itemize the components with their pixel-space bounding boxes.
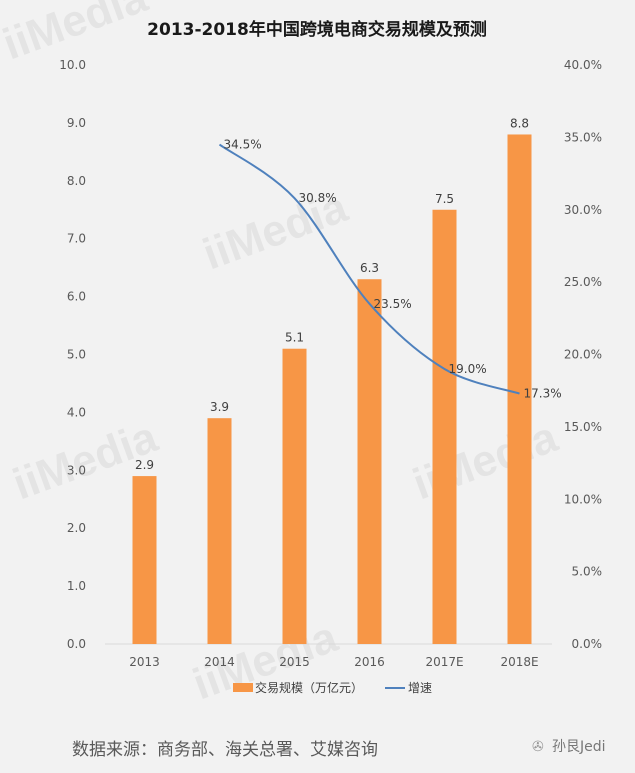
line-label: 30.8% — [299, 191, 337, 205]
y-right-tick: 0.0% — [572, 637, 603, 651]
line-label: 19.0% — [449, 362, 487, 376]
y-left-tick: 1.0 — [67, 579, 86, 593]
y-left-tick: 2.0 — [67, 521, 86, 535]
x-tick: 2014 — [204, 655, 235, 669]
bar — [282, 348, 307, 644]
y-left-tick: 0.0 — [67, 637, 86, 651]
x-tick: 2015 — [279, 655, 310, 669]
chart-title: 2013-2018年中国跨境电商交易规模及预测 — [147, 19, 487, 40]
y-right-tick: 35.0% — [564, 130, 602, 144]
line-label: 23.5% — [374, 297, 412, 311]
legend: 交易规模（万亿元） 增速 — [233, 680, 432, 695]
bar-label: 2.9 — [135, 458, 154, 472]
y-right-tick: 10.0% — [564, 492, 602, 506]
y-left-tick: 5.0 — [67, 348, 86, 362]
brand-label: 孙艮Jedi — [552, 739, 606, 755]
y-right-tick: 25.0% — [564, 275, 602, 289]
line-label: 34.5% — [224, 138, 262, 152]
legend-bar-label: 交易规模（万亿元） — [255, 680, 363, 695]
bar — [132, 476, 157, 644]
bar-label: 7.5 — [435, 192, 454, 206]
y-left-tick: 4.0 — [67, 405, 86, 419]
line-label: 17.3% — [524, 387, 562, 401]
y-right-tick: 30.0% — [564, 203, 602, 217]
bar — [507, 134, 532, 645]
y-left-tick: 3.0 — [67, 463, 86, 477]
y-left-tick: 9.0 — [67, 116, 86, 130]
x-tick: 2013 — [129, 655, 160, 669]
y-right-tick: 5.0% — [572, 565, 603, 579]
legend-bar-swatch — [233, 683, 253, 692]
x-tick: 2018E — [500, 655, 538, 669]
y-right-tick: 20.0% — [564, 348, 602, 362]
x-tick: 2016 — [354, 655, 385, 669]
bar — [207, 418, 232, 644]
y-left-tick: 8.0 — [67, 174, 86, 188]
x-tick: 2017E — [425, 655, 463, 669]
bar-label: 3.9 — [210, 400, 229, 414]
source-note: 数据来源：商务部、海关总署、艾媒咨询 — [72, 740, 378, 760]
y-left-tick: 7.0 — [67, 232, 86, 246]
bar — [432, 209, 457, 644]
y-right-tick: 40.0% — [564, 58, 602, 72]
bar-label: 6.3 — [360, 261, 379, 275]
legend-line-label: 增速 — [408, 681, 432, 695]
svg-text:iiMedia: iiMedia — [407, 412, 564, 509]
y-left-tick: 6.0 — [67, 290, 86, 304]
wechat-icon: ✇ — [532, 739, 544, 755]
bar — [357, 279, 382, 644]
growth-line — [218, 143, 520, 395]
y-right-tick: 15.0% — [564, 420, 602, 434]
y-left-tick: 10.0 — [59, 58, 86, 72]
bar-label: 5.1 — [285, 331, 304, 345]
bar-label: 8.8 — [510, 116, 529, 130]
